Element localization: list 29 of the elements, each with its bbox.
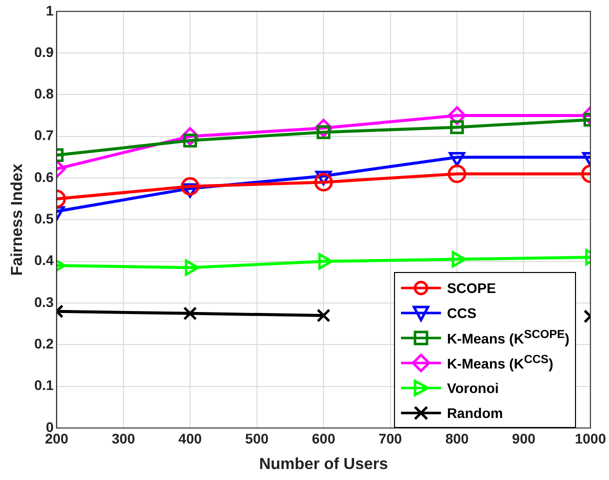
x-axis-title: Number of Users <box>259 456 388 473</box>
x-tick-label: 1000 <box>574 430 606 446</box>
y-tick-label: 0.3 <box>34 294 54 310</box>
y-tick-label: 0.9 <box>34 44 54 60</box>
legend-label: SCOPE <box>446 280 496 296</box>
x-tick-label: 800 <box>445 430 469 446</box>
legend-label: Voronoi <box>446 380 499 396</box>
y-tick-label: 0.4 <box>34 252 54 268</box>
legend-label: CCS <box>446 304 476 320</box>
y-tick-label: 0 <box>46 418 54 435</box>
legend-label: K-Means (K$^{CCS}$) <box>446 353 554 372</box>
y-tick-label: 0.6 <box>34 168 54 185</box>
point <box>314 172 333 192</box>
x-tick-label: 600 <box>312 430 336 446</box>
y-tick-label: 0.7 <box>34 127 54 144</box>
y-tick-label: 0.1 <box>34 377 54 394</box>
x-tick-label: 400 <box>178 430 202 446</box>
legend-label: Random <box>446 404 503 420</box>
y-tick-label: 1 <box>46 2 54 18</box>
x-tick-label: 300 <box>112 430 136 446</box>
x-tick-label: 900 <box>512 430 536 446</box>
y-tick-label: 0.8 <box>34 86 54 102</box>
x-tick-label: 700 <box>378 430 402 446</box>
y-tick-label: 0.2 <box>34 336 54 352</box>
point <box>184 259 200 276</box>
y-axis-title: Fairness Index <box>9 164 26 276</box>
x-tick-label: 500 <box>245 430 269 446</box>
y-tick-label: 0.5 <box>34 210 54 227</box>
legend-label: K-Means (K$^{SCOPE}$) <box>446 328 570 347</box>
